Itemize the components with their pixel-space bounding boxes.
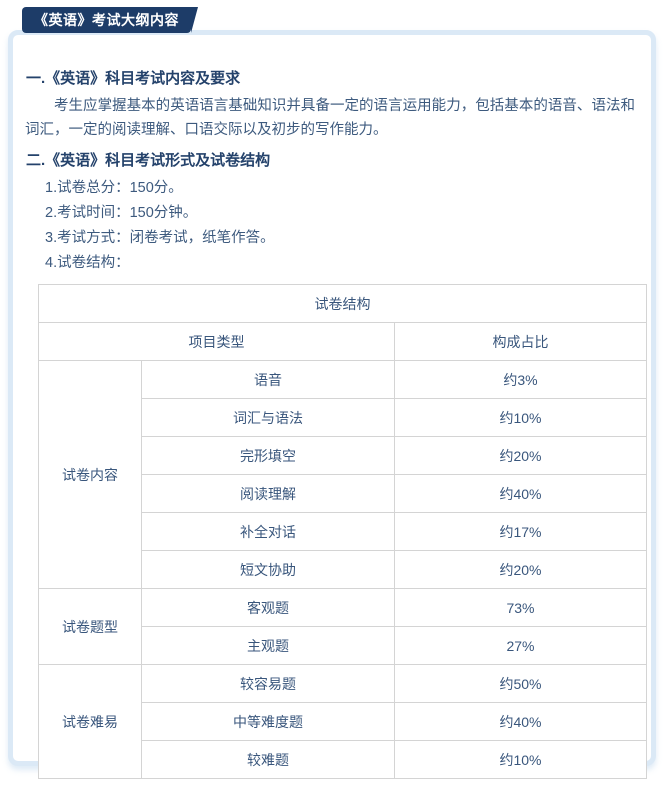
table-row: 试卷题型 客观题 73%	[38, 588, 647, 665]
table-cell-item: 阅读理解	[141, 474, 395, 513]
table-row: 中等难度题 约40%	[39, 702, 647, 741]
exam-rules-list: 1.试卷总分：150分。 2.考试时间：150分钟。 3.考试方式：闭卷考试，纸…	[45, 176, 635, 276]
table-row: 试卷结构	[38, 284, 647, 323]
table-cell-item: 较容易题	[141, 664, 395, 703]
section-1-paragraph: 考生应掌握基本的英语语言基础知识并具备一定的语言运用能力，包括基本的语音、语法和…	[25, 98, 635, 138]
table-group-label-difficulty: 试卷难易	[38, 664, 142, 779]
list-item-structure: 4.试卷结构：	[45, 255, 130, 271]
table-row: 试卷内容 语音 约3%	[38, 360, 647, 589]
table-row: 词汇与语法 约10%	[39, 398, 647, 437]
table-cell-percent: 约10%	[394, 740, 647, 779]
table-cell-item: 语音	[141, 360, 395, 399]
table-cell-percent: 约40%	[394, 702, 647, 741]
table-title: 试卷结构	[38, 284, 647, 323]
table-cell-item: 客观题	[141, 588, 395, 627]
table-cell-item: 较难题	[141, 740, 395, 779]
table-cell-percent: 约40%	[394, 474, 647, 513]
table-row: 阅读理解 约40%	[39, 474, 647, 513]
table-cell-item: 词汇与语法	[141, 398, 395, 437]
table-cell-item: 短文协助	[141, 550, 395, 589]
table-cell-percent: 73%	[394, 588, 647, 627]
table-cell-percent: 27%	[394, 626, 647, 665]
table-cell-percent: 约50%	[394, 664, 647, 703]
card-content: 一.《英语》科目考试内容及要求 考生应掌握基本的英语语言基础知识并具备一定的语言…	[13, 35, 651, 779]
table-cell-item: 中等难度题	[141, 702, 395, 741]
table-row: 较难题 约10%	[39, 740, 647, 779]
table-row: 试卷难易 较容易题 约50%	[38, 664, 647, 779]
list-item-total-score: 1.试卷总分：150分。	[45, 180, 183, 196]
table-row: 补全对话 约17%	[39, 512, 647, 551]
column-header-item-type: 项目类型	[38, 322, 395, 361]
exam-structure-table: 试卷结构 项目类型 构成占比 试卷内容 语音 约3% 词汇与语法 约10% 完形…	[38, 284, 647, 779]
table-cell-percent: 约17%	[394, 512, 647, 551]
table-row: 短文协助 约20%	[39, 550, 647, 589]
table-cell-percent: 约3%	[394, 360, 647, 399]
table-cell-item: 完形填空	[141, 436, 395, 475]
table-row: 项目类型 构成占比	[38, 322, 647, 361]
table-cell-percent: 约10%	[394, 398, 647, 437]
table-row: 主观题 27%	[39, 626, 647, 665]
table-cell-item: 补全对话	[141, 512, 395, 551]
table-cell-percent: 约20%	[394, 550, 647, 589]
table-cell-item: 主观题	[141, 626, 395, 665]
column-header-proportion: 构成占比	[394, 322, 647, 361]
table-group-label-question-type: 试卷题型	[38, 588, 142, 665]
title-ribbon-badge: 《英语》考试大纲内容	[22, 7, 198, 33]
section-heading-1: 一.《英语》科目考试内容及要求	[26, 70, 241, 87]
table-row: 完形填空 约20%	[39, 436, 647, 475]
section-heading-2: 二.《英语》科目考试形式及试卷结构	[26, 152, 271, 169]
list-item-duration: 2.考试时间：150分钟。	[45, 205, 198, 221]
content-card: 一.《英语》科目考试内容及要求 考生应掌握基本的英语语言基础知识并具备一定的语言…	[8, 30, 656, 779]
table-group-label-content: 试卷内容	[38, 360, 142, 589]
page-title: 《英语》考试大纲内容	[34, 12, 179, 28]
table-cell-percent: 约20%	[394, 436, 647, 475]
list-item-method: 3.考试方式：闭卷考试，纸笔作答。	[45, 230, 275, 246]
